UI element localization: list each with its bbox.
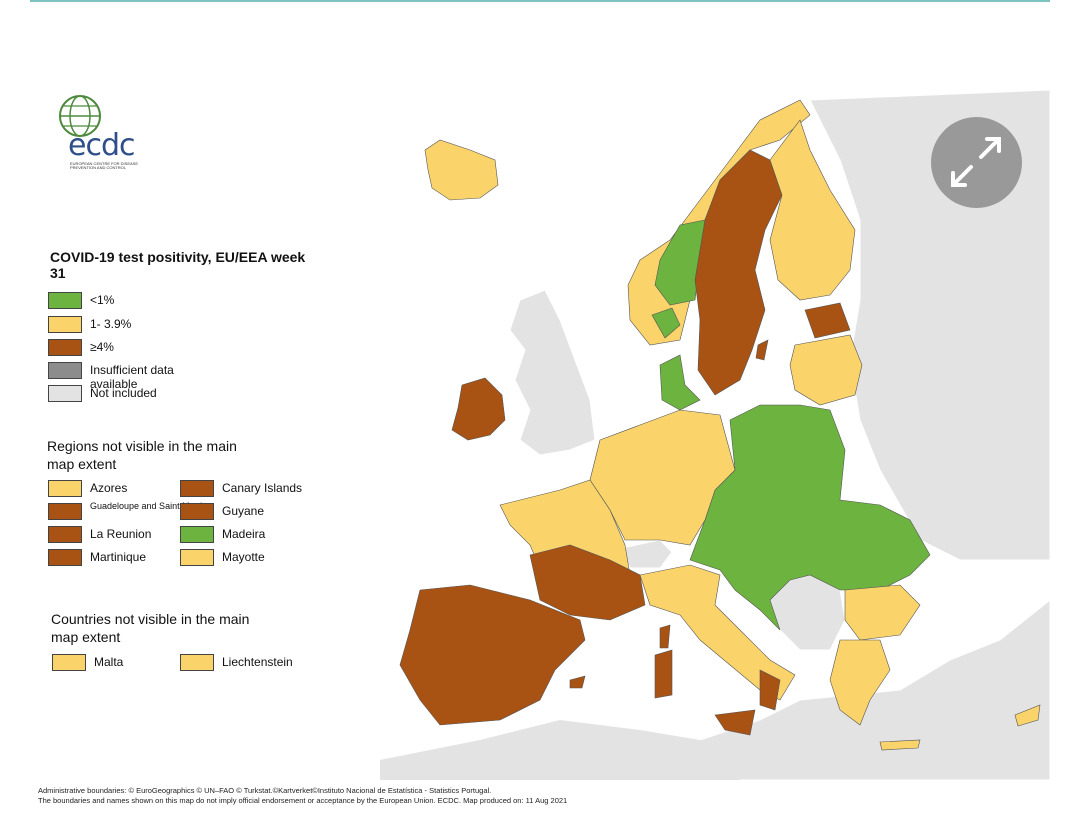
country-swatch: [180, 654, 214, 671]
region-denmark[interactable]: [659, 354, 701, 411]
legend-label: Insufficient data available: [90, 363, 174, 391]
region-italy[interactable]: [639, 564, 796, 701]
globe-icon: [59, 95, 101, 137]
region-label: Madeira: [222, 527, 266, 541]
country-swatch: [52, 654, 86, 671]
regions-section-title: Regions not visible in the main map exte…: [47, 438, 237, 472]
region-label: Guyane: [222, 504, 265, 518]
logo-text: ecdc: [68, 128, 135, 163]
footer-line-2: The boundaries and names shown on this m…: [38, 796, 568, 805]
region-swatch: [180, 526, 214, 543]
region-swatch: [180, 549, 214, 566]
region-label: Azores: [90, 481, 128, 495]
legend-swatch: [48, 339, 82, 356]
region-swatch: [48, 526, 82, 543]
region-label: La Reunion: [90, 527, 152, 541]
ecdc-logo: ecdc EUROPEAN CENTRE FOR DISEASE PREVENT…: [50, 92, 160, 182]
region-finland[interactable]: [769, 119, 856, 301]
legend-label: Not included: [90, 386, 157, 400]
north-africa: [380, 720, 740, 780]
countries-section-title: Countries not visible in the main map ex…: [51, 611, 250, 645]
region-sicily[interactable]: [714, 709, 756, 736]
legend-label: ≥4%: [90, 340, 114, 354]
legend-title: COVID-19 test positivity, EU/EEA week 31: [50, 249, 306, 281]
region-label: Guadeloupe and Saint Martin: [90, 501, 208, 511]
region-norway-green-south[interactable]: [651, 307, 681, 339]
country-label: Malta: [94, 655, 124, 669]
expand-map-button[interactable]: [931, 117, 1022, 208]
region-label: Canary Islands: [222, 481, 303, 495]
uk-island: [509, 289, 596, 456]
region-iceland[interactable]: [424, 139, 499, 201]
region-gotland[interactable]: [755, 339, 769, 361]
legend-label: <1%: [90, 293, 115, 307]
legend-swatch: [48, 362, 82, 379]
region-ireland[interactable]: [451, 377, 506, 441]
region-iberia[interactable]: [399, 584, 586, 726]
footer-line-1: Administrative boundaries: © EuroGeograp…: [38, 786, 492, 795]
top-divider: [30, 0, 1050, 2]
region-sweden[interactable]: [694, 149, 783, 396]
region-estonia[interactable]: [804, 302, 851, 339]
region-label: Mayotte: [222, 550, 265, 564]
region-swatch: [48, 549, 82, 566]
legend-label: 1- 3.9%: [90, 317, 132, 331]
region-latvia-lithuania[interactable]: [789, 334, 863, 406]
region-corsica[interactable]: [659, 624, 671, 649]
region-swatch: [180, 480, 214, 497]
expand-arrows-icon: [951, 137, 1001, 187]
legend-swatch: [48, 292, 82, 309]
region-label: Martinique: [90, 550, 147, 564]
region-sardinia[interactable]: [654, 649, 673, 699]
legend-swatch: [48, 385, 82, 402]
footer: Administrative boundaries: © EuroGeograp…: [38, 786, 567, 806]
region-central-east-green[interactable]: [689, 404, 931, 631]
region-cyprus[interactable]: [1014, 704, 1041, 727]
region-balearic[interactable]: [569, 675, 586, 689]
switzerland: [621, 539, 673, 569]
region-swatch: [180, 503, 214, 520]
region-greece[interactable]: [829, 639, 891, 726]
legend-swatch: [48, 316, 82, 333]
region-crete[interactable]: [879, 739, 921, 751]
region-bulgaria[interactable]: [844, 584, 921, 641]
logo-subtitle: EUROPEAN CENTRE FOR DISEASE PREVENTION A…: [70, 161, 139, 170]
region-swatch: [48, 480, 82, 497]
region-france-south[interactable]: [529, 544, 646, 621]
region-italy-south[interactable]: [759, 669, 781, 711]
region-swatch: [48, 503, 82, 520]
country-label: Liechtenstein: [222, 655, 293, 669]
